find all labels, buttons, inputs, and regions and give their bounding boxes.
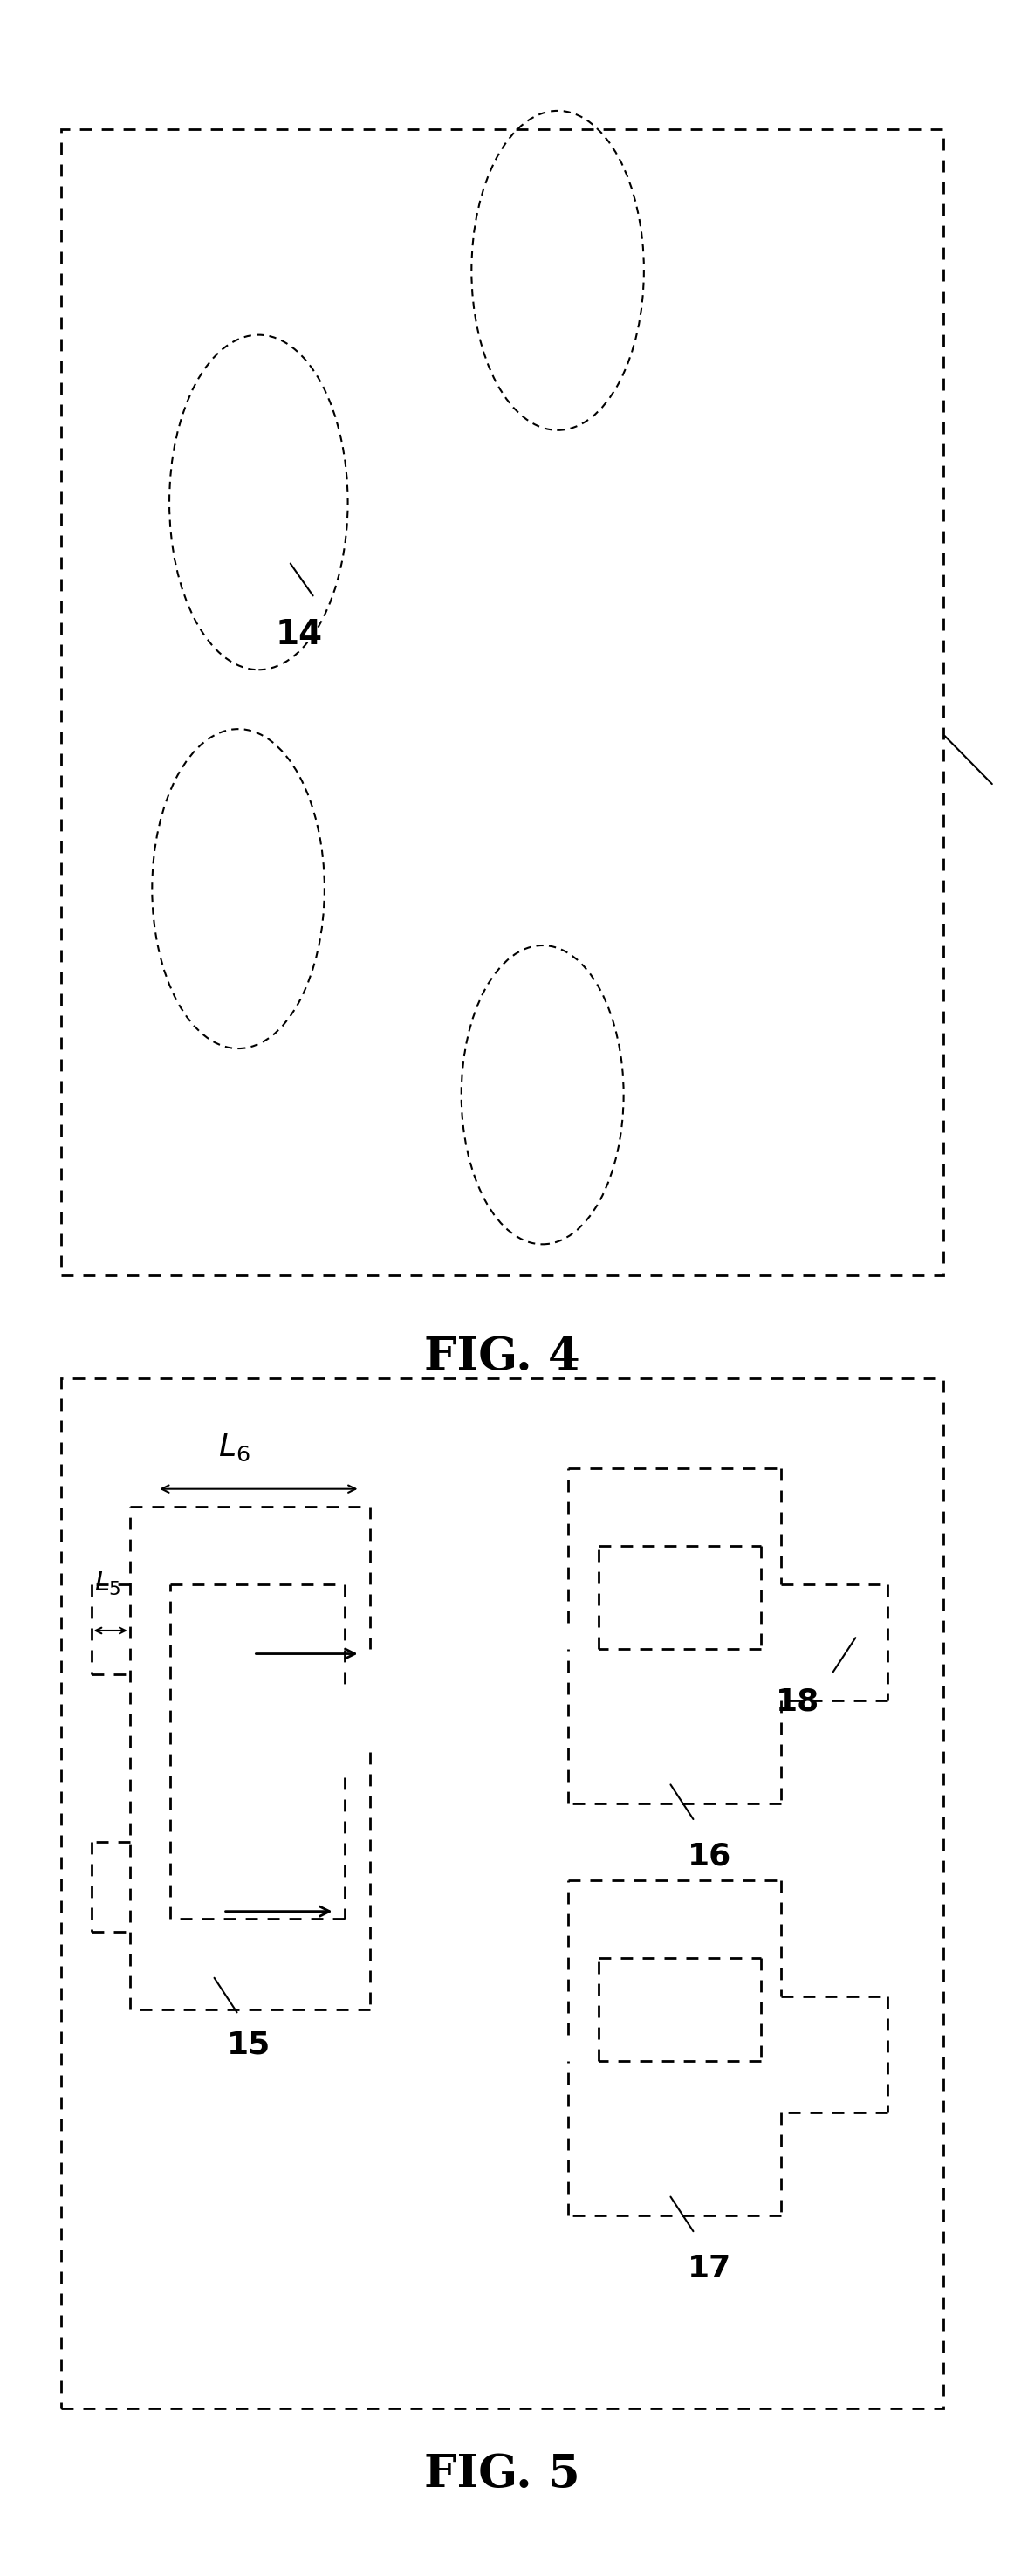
Text: $L_5$: $L_5$ xyxy=(94,1569,121,1597)
Text: 18: 18 xyxy=(776,1687,819,1718)
Text: $L_6$: $L_6$ xyxy=(218,1432,250,1463)
Text: 16: 16 xyxy=(687,1842,732,1873)
Text: 14: 14 xyxy=(276,618,322,652)
Text: 17: 17 xyxy=(687,2254,732,2285)
Text: FIG. 4: FIG. 4 xyxy=(424,1334,580,1378)
Text: FIG. 5: FIG. 5 xyxy=(424,2452,580,2496)
Text: 15: 15 xyxy=(226,2030,271,2061)
